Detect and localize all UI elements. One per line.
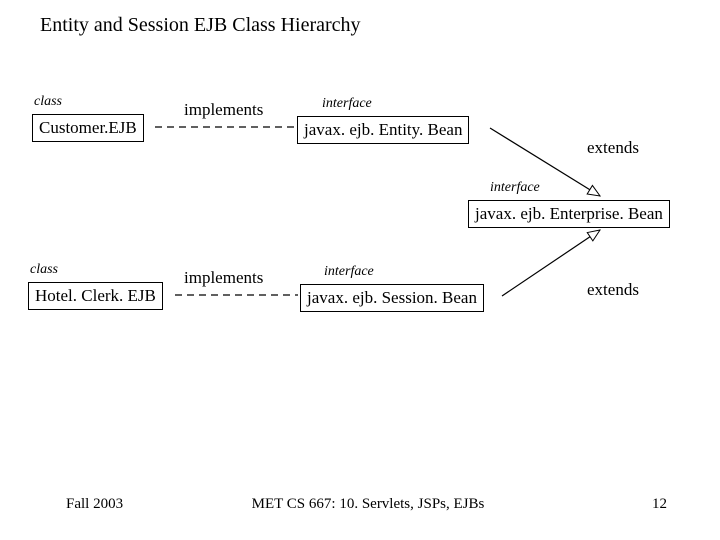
enterprise-box: javax. ejb. Enterprise. Bean — [468, 200, 670, 228]
edge-label-2: extends — [587, 138, 639, 158]
customer-box: Customer.EJB — [32, 114, 144, 142]
edge-label-0: implements — [184, 100, 263, 120]
hotelclerk-box: Hotel. Clerk. EJB — [28, 282, 163, 310]
enterprise-stereotype: interface — [490, 180, 540, 196]
entitybean-stereotype: interface — [322, 96, 372, 112]
edge-label-1: implements — [184, 268, 263, 288]
sessionbean-box: javax. ejb. Session. Bean — [300, 284, 484, 312]
footer-center: MET CS 667: 10. Servlets, JSPs, EJBs — [248, 496, 488, 513]
footer-right: 12 — [652, 496, 667, 513]
hotelclerk-stereotype: class — [30, 262, 58, 278]
entitybean-box: javax. ejb. Entity. Bean — [297, 116, 469, 144]
edge-label-3: extends — [587, 280, 639, 300]
customer-stereotype: class — [34, 94, 62, 110]
page-title: Entity and Session EJB Class Hierarchy — [40, 14, 361, 37]
edge-3 — [502, 230, 600, 296]
sessionbean-stereotype: interface — [324, 264, 374, 280]
footer-left: Fall 2003 — [66, 496, 123, 513]
